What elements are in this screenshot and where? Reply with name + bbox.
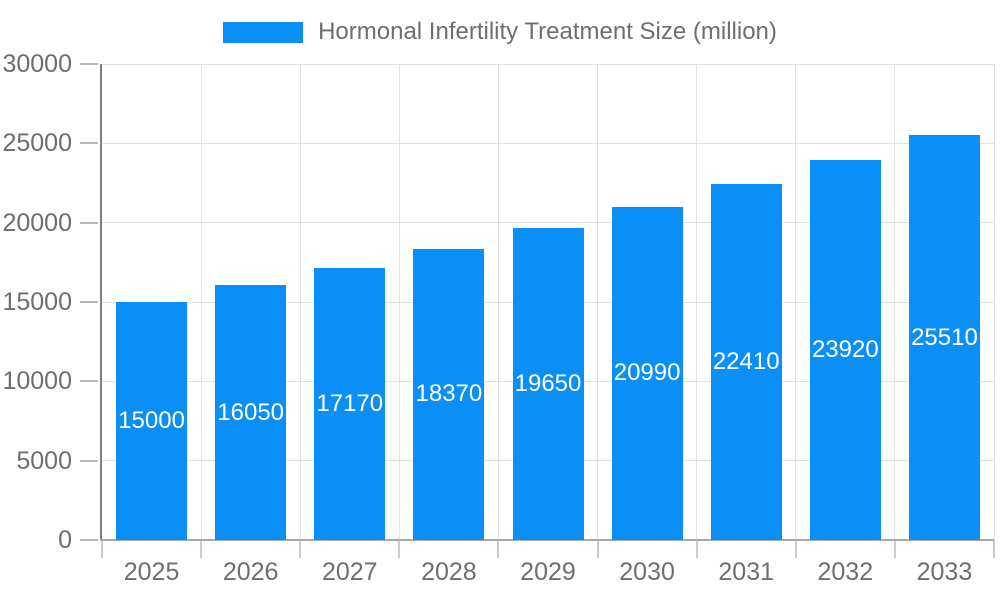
x-axis-tick [695, 540, 698, 558]
x-axis-tick [596, 540, 599, 558]
y-axis-tick [80, 63, 98, 65]
y-axis-tick [80, 459, 98, 462]
bar-value-label: 23920 [811, 336, 879, 364]
y-axis-tick [80, 380, 98, 383]
y-axis-tick-label: 10000 [2, 367, 72, 396]
bar: 15000 [116, 302, 188, 540]
x-axis-tick [398, 540, 401, 558]
bar: 16050 [215, 285, 287, 540]
x-axis-tick-label: 2032 [817, 558, 874, 586]
bar: 25510 [908, 135, 980, 540]
bar-value-label: 16050 [217, 398, 285, 426]
y-axis-tick [80, 301, 98, 303]
x-axis-tick-label: 2031 [718, 558, 775, 586]
x-axis-tick [101, 540, 103, 558]
bar: 20990 [611, 206, 683, 540]
y-axis-tick [80, 539, 98, 541]
y-axis-tick-label: 15000 [2, 288, 72, 316]
gridline-vertical [299, 64, 301, 540]
gridline-vertical [894, 64, 896, 540]
x-axis-tick-label: 2025 [123, 558, 180, 586]
legend: Hormonal Infertility Treatment Size (mil… [0, 18, 1000, 46]
gridline-horizontal [102, 142, 994, 144]
legend-label: Hormonal Infertility Treatment Size (mil… [318, 18, 777, 45]
gridline-vertical [597, 64, 599, 540]
legend-item[interactable]: Hormonal Infertility Treatment Size (mil… [223, 18, 777, 46]
bar-value-label: 18370 [415, 380, 483, 408]
bar: 19650 [512, 228, 584, 540]
gridline-horizontal [102, 222, 994, 224]
bar-value-label: 19650 [514, 370, 582, 398]
plot-area: 0 5000 10000 15000 20000 25000 30000 15000 2025 1… [2, 50, 995, 586]
x-axis-tick [794, 540, 797, 558]
gridline-horizontal [102, 63, 994, 65]
bar-value-label: 15000 [118, 407, 185, 434]
x-axis-tick [299, 540, 302, 558]
y-axis-tick [80, 221, 98, 224]
gridline-vertical [696, 64, 698, 540]
y-axis-tick-label: 5000 [16, 446, 72, 475]
x-axis-tick [993, 540, 995, 558]
x-axis-tick [893, 540, 896, 558]
gridline-vertical [497, 64, 499, 540]
bar: 22410 [710, 184, 782, 540]
y-axis-tick-label: 30000 [2, 50, 72, 78]
y-axis-tick-label: 0 [58, 526, 72, 554]
bar-value-label: 22410 [712, 348, 780, 376]
x-axis-tick-label: 2026 [222, 558, 279, 586]
gridline-vertical [795, 64, 797, 540]
bar-value-label: 25510 [911, 323, 978, 351]
x-axis-tick-label: 2033 [916, 558, 973, 586]
x-axis-tick-label: 2028 [421, 558, 477, 586]
gridline-vertical [993, 64, 995, 540]
x-axis-tick [200, 540, 203, 558]
bar: 17170 [314, 267, 386, 540]
x-axis-tick-label: 2027 [321, 558, 378, 586]
bar: 18370 [413, 248, 485, 540]
gridline-vertical [398, 64, 400, 540]
gridline-vertical [200, 64, 202, 540]
x-axis-tick-label: 2029 [520, 558, 576, 586]
legend-swatch-icon [223, 21, 304, 43]
y-axis-tick-label: 25000 [2, 129, 72, 158]
y-axis-tick [80, 142, 98, 145]
bar: 23920 [809, 160, 881, 540]
bar-value-label: 17170 [316, 389, 384, 417]
y-axis-tick-label: 20000 [2, 208, 72, 237]
y-axis-line [100, 64, 102, 540]
bar-value-label: 20990 [613, 359, 681, 387]
x-axis-tick-label: 2030 [619, 558, 675, 586]
x-axis-line [100, 539, 994, 541]
x-axis-tick [497, 540, 500, 558]
